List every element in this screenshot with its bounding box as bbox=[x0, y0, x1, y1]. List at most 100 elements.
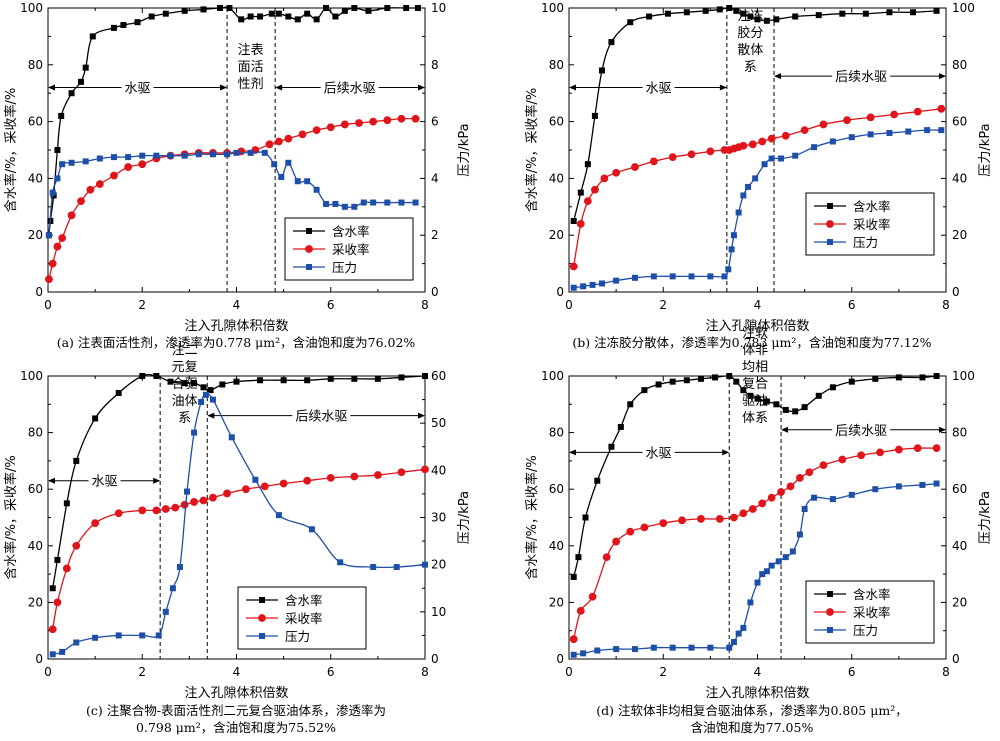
y-left-tick-label: 100 bbox=[20, 369, 43, 383]
y-left-tick-label: 40 bbox=[28, 171, 43, 185]
y-right-tick-label: 20 bbox=[431, 558, 446, 572]
data-point-water_cut bbox=[304, 10, 311, 17]
data-point-pressure bbox=[707, 644, 714, 651]
data-point-pressure bbox=[59, 161, 66, 168]
data-point-water_cut bbox=[598, 67, 605, 74]
data-point-recovery bbox=[209, 493, 217, 502]
data-point-recovery bbox=[421, 465, 429, 474]
legend-marker bbox=[306, 228, 312, 234]
y-right-axis-label: 压力/kPa bbox=[457, 123, 472, 176]
data-point-recovery bbox=[583, 197, 592, 206]
data-point-water_cut bbox=[54, 556, 61, 563]
data-point-water_cut bbox=[577, 189, 584, 196]
data-point-water_cut bbox=[792, 13, 799, 20]
subsequent-water-drive-arrow-head-right bbox=[939, 426, 946, 433]
data-point-pressure bbox=[580, 283, 587, 290]
y-left-axis-label: 含水率/%，采收率/% bbox=[3, 88, 19, 212]
legend-marker bbox=[306, 264, 312, 270]
data-point-water_cut bbox=[247, 13, 254, 20]
data-point-pressure bbox=[139, 632, 146, 639]
x-tick-label: 6 bbox=[327, 665, 335, 679]
data-point-recovery bbox=[937, 104, 946, 113]
data-point-water_cut bbox=[275, 10, 282, 17]
data-point-water_cut bbox=[570, 218, 577, 224]
legend-label: 压力 bbox=[853, 623, 878, 638]
data-point-water_cut bbox=[801, 404, 808, 411]
data-point-recovery bbox=[758, 499, 767, 508]
data-point-pressure bbox=[688, 273, 695, 280]
legend-marker bbox=[826, 608, 834, 616]
data-point-water_cut bbox=[422, 373, 428, 379]
data-point-pressure bbox=[332, 200, 339, 207]
x-tick-label: 0 bbox=[565, 298, 573, 312]
y-left-tick-label: 20 bbox=[549, 595, 564, 609]
data-point-recovery bbox=[265, 140, 274, 149]
data-point-recovery bbox=[678, 516, 686, 525]
data-point-recovery bbox=[739, 141, 748, 150]
data-point-pressure bbox=[422, 561, 428, 568]
data-point-water_cut bbox=[49, 585, 56, 592]
y-right-tick-label: 40 bbox=[431, 463, 446, 477]
y-left-tick-label: 40 bbox=[549, 171, 564, 185]
data-point-pressure bbox=[384, 199, 391, 206]
data-point-water_cut bbox=[217, 5, 224, 11]
data-point-pressure bbox=[938, 127, 945, 134]
data-point-pressure bbox=[73, 639, 80, 646]
data-point-pressure bbox=[725, 266, 732, 273]
y-right-tick-label: 80 bbox=[952, 426, 967, 440]
data-point-pressure bbox=[589, 281, 596, 288]
data-point-pressure bbox=[763, 568, 770, 575]
x-tick-label: 8 bbox=[421, 665, 429, 679]
data-point-pressure bbox=[613, 277, 620, 284]
data-point-pressure bbox=[778, 155, 785, 162]
data-point-recovery bbox=[124, 163, 133, 171]
data-point-recovery bbox=[199, 496, 208, 505]
x-tick-label: 6 bbox=[848, 665, 856, 679]
data-point-water_cut bbox=[238, 16, 245, 23]
data-point-recovery bbox=[777, 488, 785, 496]
data-point-water_cut bbox=[782, 406, 789, 413]
data-point-water_cut bbox=[403, 5, 410, 11]
series-water_cut bbox=[45, 5, 421, 239]
data-point-water_cut bbox=[327, 375, 334, 382]
y-left-tick-label: 100 bbox=[541, 1, 564, 15]
legend-marker bbox=[259, 633, 265, 639]
y-right-tick-label: 100 bbox=[952, 1, 975, 15]
data-point-pressure bbox=[669, 273, 676, 280]
data-point-pressure bbox=[740, 192, 747, 199]
data-point-water_cut bbox=[763, 398, 770, 405]
data-point-pressure bbox=[789, 548, 796, 555]
x-tick-label: 0 bbox=[565, 665, 573, 679]
data-point-recovery bbox=[796, 473, 804, 482]
data-point-water_cut bbox=[655, 381, 662, 388]
y-left-axis-label: 含水率/%，采收率/% bbox=[524, 455, 540, 579]
data-point-water_cut bbox=[139, 373, 146, 379]
data-point-pressure bbox=[209, 396, 216, 403]
data-point-pressure bbox=[801, 506, 808, 513]
water-drive-arrow-head-left bbox=[569, 84, 576, 91]
subsequent-water-drive-arrow-head-left bbox=[773, 73, 781, 80]
data-point-water_cut bbox=[815, 12, 822, 19]
x-tick-label: 6 bbox=[327, 298, 335, 312]
data-point-pressure bbox=[829, 496, 836, 503]
data-point-water_cut bbox=[285, 13, 292, 20]
data-point-recovery bbox=[640, 523, 649, 532]
data-point-water_cut bbox=[58, 112, 65, 119]
data-point-recovery bbox=[697, 515, 705, 523]
data-point-water_cut bbox=[664, 10, 671, 17]
data-point-pressure bbox=[155, 632, 162, 639]
data-point-pressure bbox=[181, 152, 188, 159]
annotation-bg bbox=[642, 443, 675, 462]
phase-annotation: 注软 bbox=[742, 326, 768, 341]
data-point-pressure bbox=[688, 644, 695, 651]
series-recovery bbox=[569, 104, 946, 271]
x-tick-label: 8 bbox=[942, 665, 950, 679]
data-point-recovery bbox=[326, 473, 335, 482]
data-point-pressure bbox=[195, 151, 202, 158]
data-point-water_cut bbox=[829, 384, 836, 391]
data-point-water_cut bbox=[181, 380, 188, 387]
data-point-pressure bbox=[198, 398, 205, 405]
series-water_cut bbox=[570, 373, 940, 580]
data-point-water_cut bbox=[886, 9, 893, 16]
